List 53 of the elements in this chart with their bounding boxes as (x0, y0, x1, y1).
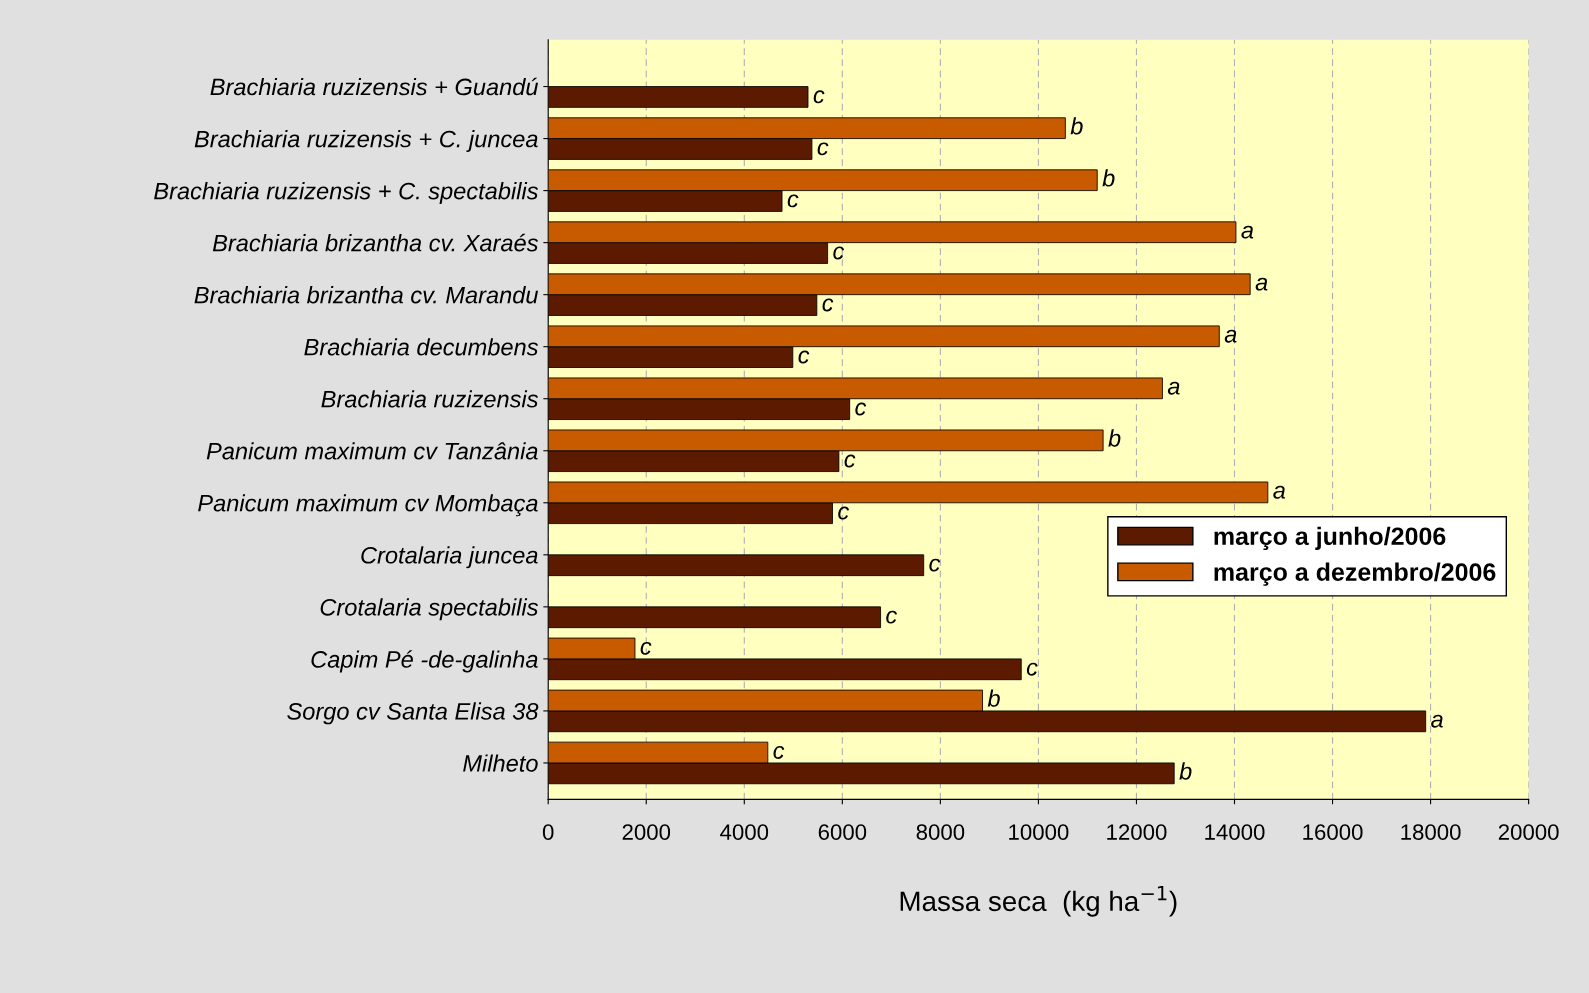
x-tick-label: 6000 (818, 824, 867, 840)
data-label: b (1108, 429, 1121, 447)
data-label: c (773, 745, 785, 759)
y-tick-label: Brachiaria ruzizensis (321, 390, 539, 408)
x-axis-title: Massa seca (kg ha$^{−1}$) (900, 886, 1177, 917)
data-label: c (798, 350, 810, 364)
y-tick-label: Capim Pé -de-galinha (311, 650, 538, 673)
x-tick-label: 0 (542, 824, 554, 840)
x-tick-label: 20000 (1498, 824, 1559, 840)
legend-label: março a junho/2006 (1214, 526, 1446, 551)
data-label: c (813, 90, 825, 104)
y-tick-label: Milheto (463, 754, 538, 772)
x-tick-label: 4000 (720, 824, 769, 840)
y-tick-label: Panicum maximum cv Tanzânia (206, 442, 538, 460)
y-tick-label: Crotalaria juncea (361, 546, 538, 569)
data-label: c (929, 558, 941, 572)
y-tick-label: Sorgo cv Santa Elisa 38 (287, 702, 539, 725)
x-tick-label: 14000 (1205, 824, 1265, 840)
data-label: a (1241, 225, 1254, 239)
x-tick-label: 12000 (1107, 824, 1167, 840)
data-label: a (1273, 485, 1286, 499)
data-label: c (886, 610, 898, 624)
legend-label: março a dezembro/2006 (1214, 562, 1496, 586)
data-label: c (833, 246, 845, 260)
y-tick-label: Crotalaria spectabilis (320, 598, 539, 621)
data-label: b (1102, 169, 1115, 187)
y-tick-label: Brachiaria decumbens (304, 338, 539, 356)
data-label: c (855, 402, 867, 416)
x-tick-label: 2000 (622, 824, 671, 840)
data-label: c (817, 142, 829, 156)
y-tick-label: Brachiaria brizantha cv. Marandu (194, 286, 539, 304)
y-tick-label: Brachiaria ruzizensis + C. spectabilis (154, 182, 539, 205)
y-tick-label: Brachiaria brizantha cv. Xaraés (212, 233, 539, 252)
x-tick-label: 18000 (1401, 824, 1461, 840)
data-label: c (838, 506, 849, 520)
data-label: c (844, 454, 856, 468)
y-tick-label: Panicum maximum cv Mombaça (198, 494, 538, 517)
data-label: c (787, 194, 799, 208)
data-label: c (822, 298, 834, 312)
x-tick-label: 16000 (1303, 824, 1363, 840)
y-tick-label: Brachiaria ruzizensis + Guandú (210, 77, 539, 96)
data-label: c (1026, 662, 1038, 676)
x-tick-label: 10000 (1009, 824, 1069, 840)
data-label: b (987, 689, 1000, 707)
data-label: b (1070, 117, 1083, 135)
y-tick-label: Brachiaria ruzizensis + C. juncea (194, 130, 538, 153)
data-label: a (1431, 714, 1443, 728)
data-label: a (1167, 381, 1180, 395)
data-label: a (1224, 329, 1237, 343)
x-tick-label: 8000 (916, 824, 965, 840)
data-label: c (640, 641, 652, 655)
data-label: a (1255, 277, 1268, 291)
data-label: b (1179, 762, 1192, 780)
